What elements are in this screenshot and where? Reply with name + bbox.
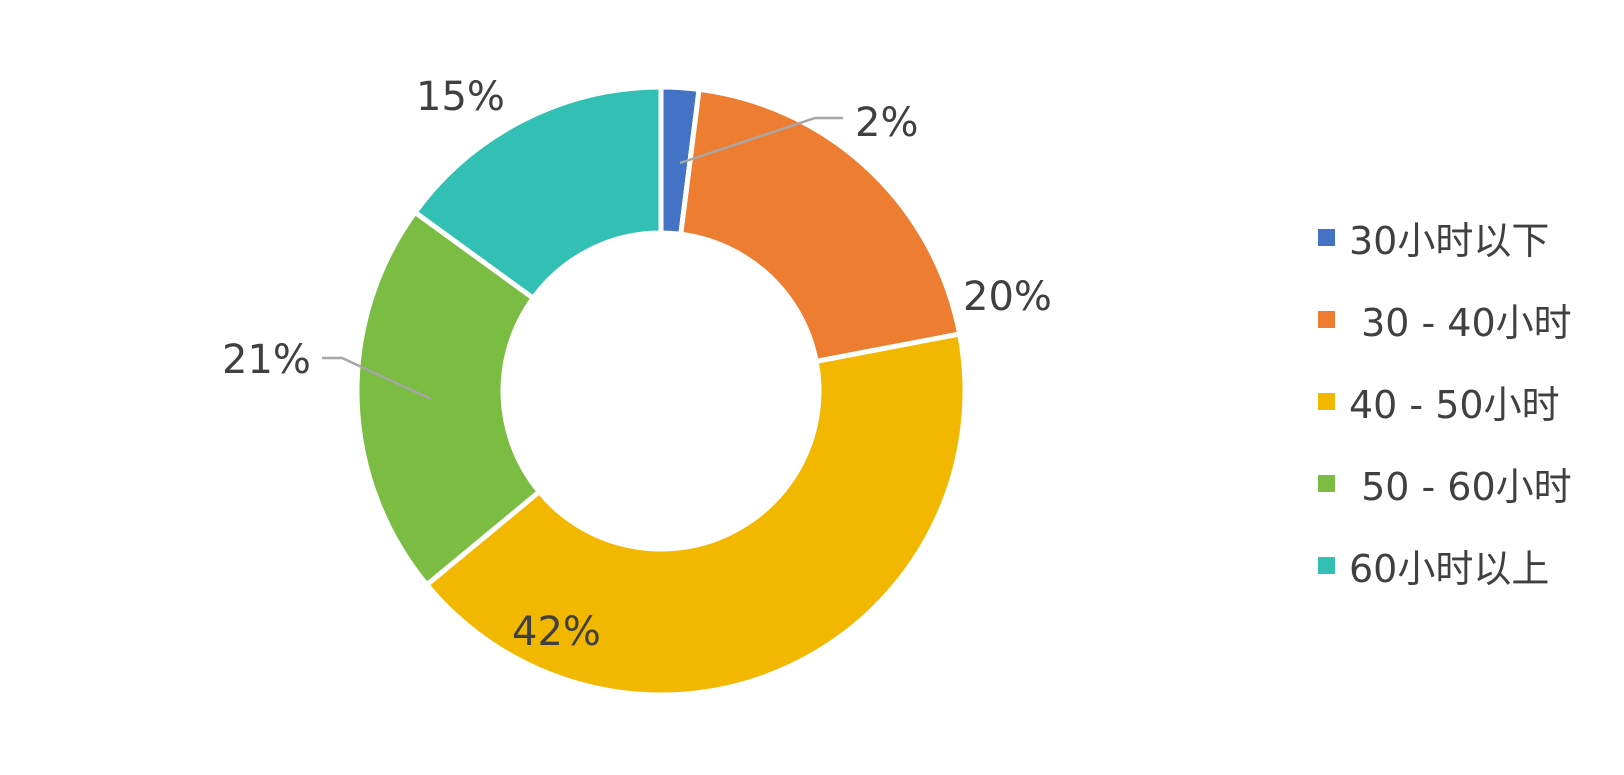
leader-line-21pct xyxy=(322,356,432,401)
data-label-30-40h: 20% xyxy=(963,274,1052,320)
data-label-40-50h: 42% xyxy=(512,609,601,655)
legend-label: 30 - 40小时 xyxy=(1349,300,1572,345)
slice-50-60h xyxy=(354,208,543,589)
legend-item: 50 - 60小时 xyxy=(1318,442,1608,524)
legend: 30小时以下 30 - 40小时 40 - 50小时 50 - 60小时 60小… xyxy=(1318,196,1608,606)
legend-swatch xyxy=(1318,228,1335,246)
donut-slices xyxy=(354,84,968,698)
legend-item: 30小时以下 xyxy=(1318,196,1608,278)
legend-item: 60小时以上 xyxy=(1318,524,1608,606)
slice-40-50h xyxy=(423,331,968,698)
legend-swatch xyxy=(1318,474,1335,492)
data-labels: 2% 20% 42% 21% 15% xyxy=(222,74,1052,655)
leader-line-2pct xyxy=(679,116,843,165)
legend-swatch xyxy=(1318,310,1335,328)
legend-label: 60小时以上 xyxy=(1349,546,1550,591)
leader-lines xyxy=(322,116,843,401)
legend-label: 40 - 50小时 xyxy=(1349,382,1560,427)
data-label-50-60h: 21% xyxy=(222,337,311,383)
legend-swatch xyxy=(1318,556,1335,574)
legend-swatch xyxy=(1318,392,1335,410)
data-label-60h-above: 15% xyxy=(416,74,505,120)
legend-item: 30 - 40小时 xyxy=(1318,278,1608,360)
legend-label: 30小时以下 xyxy=(1349,218,1550,263)
slice-60h-above xyxy=(411,84,664,302)
legend-item: 40 - 50小时 xyxy=(1318,360,1608,442)
data-label-30h-below: 2% xyxy=(855,100,918,146)
legend-label: 50 - 60小时 xyxy=(1349,464,1572,509)
